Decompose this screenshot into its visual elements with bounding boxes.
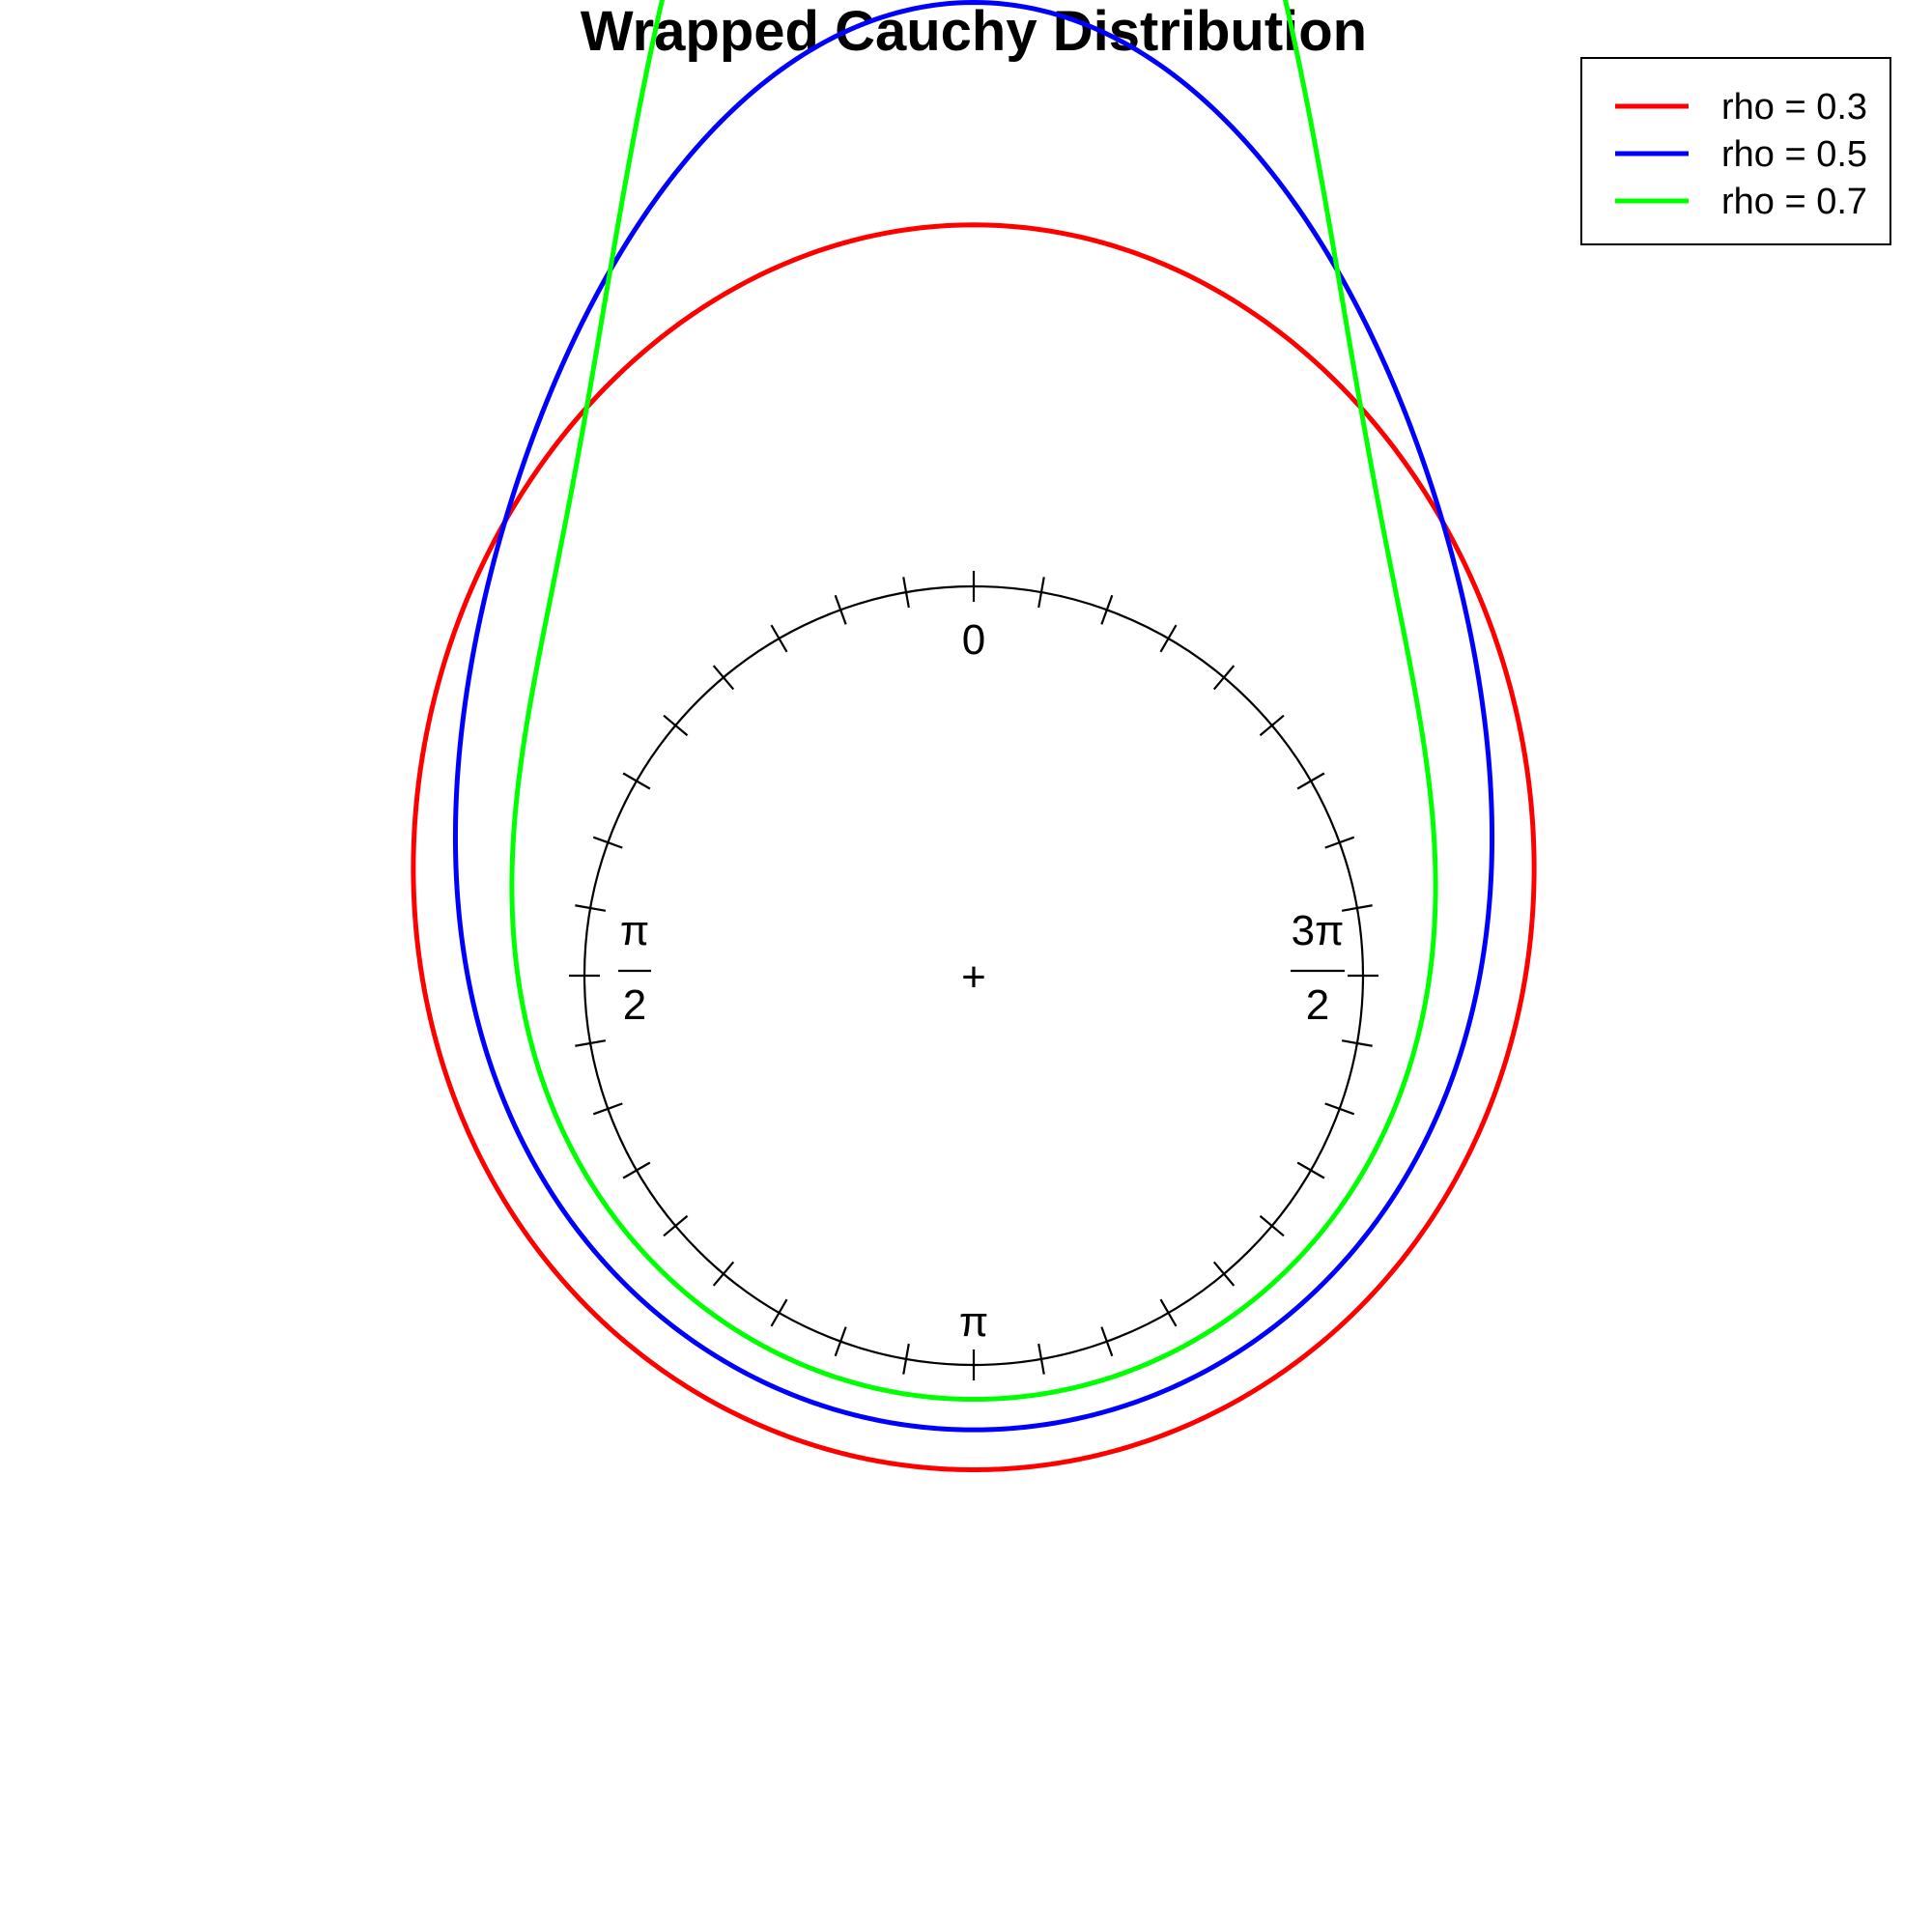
tick-mark [1259,1214,1285,1237]
tick-mark [575,904,607,912]
angle-label-three-pi-half: 3π 2 [1291,907,1345,1029]
tick-mark [1296,1161,1325,1179]
tick-mark [1341,1039,1373,1047]
tick-mark [770,624,788,653]
tick-mark [1324,1102,1355,1116]
angle-label-pi-half-numerator: π [620,907,649,954]
unit-circle [569,571,1378,1380]
density-curve-series-2 [452,0,1495,1433]
tick-mark [834,594,847,625]
legend-item: rho = 0.5 [1615,134,1867,175]
tick-mark [1037,1343,1045,1375]
tick-mark [592,1102,623,1116]
angle-label-zero: 0 [962,616,985,664]
tick-mark [712,665,735,691]
tick-mark [622,1161,651,1179]
tick-mark [575,1039,607,1047]
angle-label-three-pi-half-numerator: 3π [1292,907,1345,954]
tick-mark [1212,665,1236,691]
tick-mark [1212,1261,1236,1287]
legend-label: rho = 0.3 [1721,87,1867,128]
legend: rho = 0.3 rho = 0.5 rho = 0.7 [1580,57,1891,245]
center-mark: + [961,953,986,1001]
tick-mark [592,836,623,849]
tick-mark [1159,624,1178,653]
tick-mark [770,1298,788,1327]
density-curve-series-3 [509,0,1438,1403]
tick-mark [1341,904,1373,912]
tick-mark [1259,714,1285,737]
tick-mark [1296,772,1325,790]
density-curves [411,0,1537,1473]
tick-marks [569,571,1378,1380]
tick-mark [1159,1298,1178,1327]
tick-mark [1037,577,1045,609]
chart-title: Wrapped Cauchy Distribution [581,0,1367,63]
tick-mark [712,1261,735,1287]
density-curve-series-1 [411,222,1537,1473]
tick-mark [902,1343,910,1375]
angle-label-pi: π [959,1298,988,1346]
legend-item: rho = 0.3 [1615,87,1867,128]
angle-label-pi-half: π 2 [618,907,651,1029]
tick-mark [622,772,651,790]
tick-mark [663,714,689,737]
angle-label-pi-half-denominator: 2 [623,981,646,1029]
tick-mark [1100,594,1114,625]
tick-mark [1324,836,1355,849]
angle-label-three-pi-half-denominator: 2 [1306,981,1329,1029]
legend-label: rho = 0.5 [1721,134,1867,175]
tick-mark [902,577,910,609]
legend-item: rho = 0.7 [1615,182,1867,222]
tick-mark [834,1326,847,1357]
tick-mark [1100,1326,1114,1357]
tick-mark [663,1214,689,1237]
legend-label: rho = 0.7 [1721,182,1867,222]
